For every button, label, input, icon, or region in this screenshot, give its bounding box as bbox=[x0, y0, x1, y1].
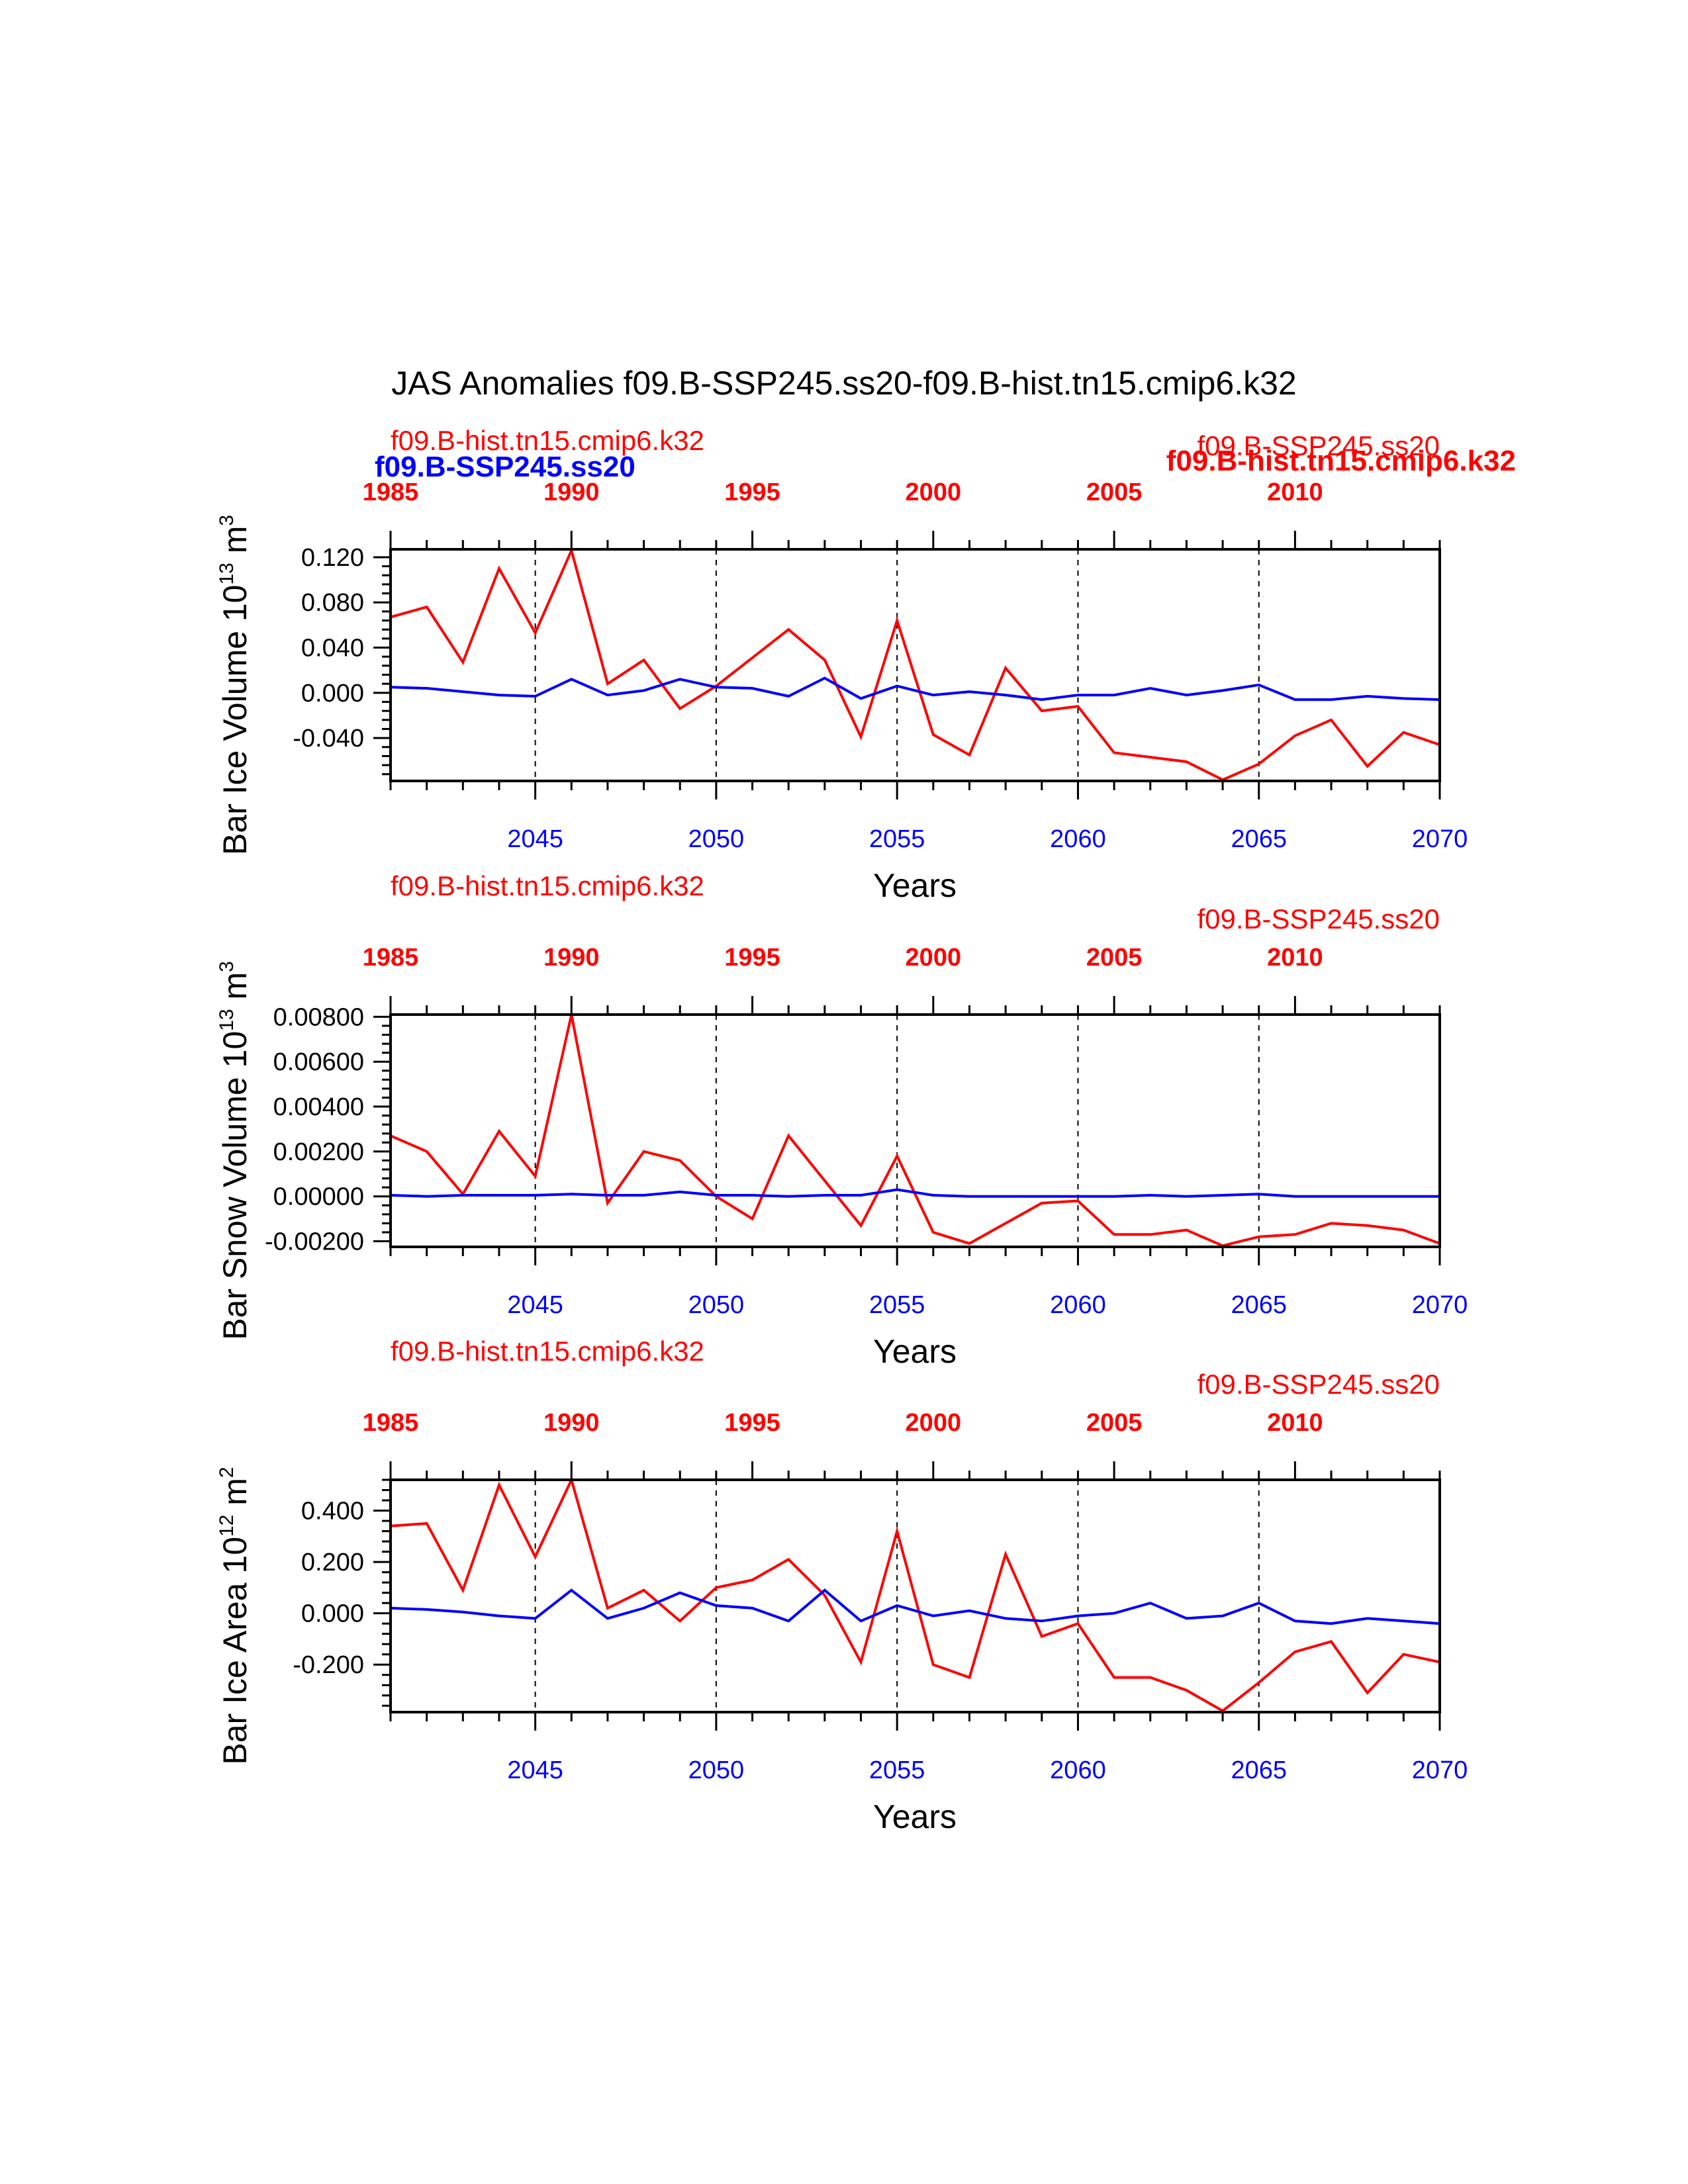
y-tick-label: 0.00000 bbox=[273, 1183, 364, 1211]
top-tick-label-2000: 2000 bbox=[906, 478, 962, 506]
y-tick-label: 0.120 bbox=[301, 544, 364, 572]
series-line-hist bbox=[390, 1476, 1440, 1713]
y-tick-label: -0.040 bbox=[293, 725, 364, 752]
chart-panel-3: f09.B-hist.tn15.cmip6.k32 f09.B-SSP245.ss… bbox=[216, 1336, 1468, 1835]
bottom-tick-label-2045: 2045 bbox=[507, 1756, 563, 1784]
series-label-hist: f09.B-hist.tn15.cmip6.k32 bbox=[391, 1336, 704, 1367]
plot-frame bbox=[389, 1013, 1441, 1248]
y-tick-label: 0.400 bbox=[301, 1498, 364, 1525]
top-tick-label-2005: 2005 bbox=[1086, 1409, 1143, 1437]
bottom-tick-label-2055: 2055 bbox=[869, 825, 925, 853]
y-tick-label: 0.000 bbox=[301, 680, 364, 707]
top-tick-label-2010: 2010 bbox=[1267, 478, 1323, 506]
bottom-tick-label-2060: 2060 bbox=[1050, 1291, 1106, 1319]
top-tick-label-2005: 2005 bbox=[1086, 944, 1143, 972]
chart-panel-2: f09.B-hist.tn15.cmip6.k32 f09.B-SSP245.ss… bbox=[216, 870, 1468, 1370]
top-tick-label-2000: 2000 bbox=[906, 944, 962, 972]
y-axis-title: Bar Ice Volume 1013 m3 bbox=[216, 515, 254, 855]
series-label-ssp: f09.B-SSP245.ss20 bbox=[1197, 1369, 1440, 1400]
bottom-tick-label-2070: 2070 bbox=[1412, 1291, 1468, 1319]
chart-panel-1: f09.B-hist.tn15.cmip6.k32 f09.B-SSP245.ss… bbox=[216, 425, 1468, 904]
chart-panels: f09.B-hist.tn15.cmip6.k32 f09.B-SSP245.ss… bbox=[216, 425, 1468, 1835]
top-tick-label-1995: 1995 bbox=[724, 1409, 780, 1437]
top-tick-label-2005: 2005 bbox=[1086, 478, 1143, 506]
y-axis-title: Bar Ice Area 1012 m2 bbox=[216, 1467, 254, 1764]
y-tick-label: -0.00200 bbox=[265, 1228, 364, 1256]
y-tick-label: 0.00400 bbox=[273, 1093, 364, 1121]
top-tick-label-1995: 1995 bbox=[724, 478, 780, 506]
overlay-label-hist: f09.B-hist.tn15.cmip6.k32 bbox=[1166, 445, 1516, 477]
series-label-ssp: f09.B-SSP245.ss20 bbox=[1197, 903, 1440, 934]
series-line-ssp bbox=[390, 1188, 1440, 1198]
bottom-tick-label-2045: 2045 bbox=[507, 825, 563, 853]
top-tick-label-1990: 1990 bbox=[543, 944, 600, 972]
top-tick-label-1995: 1995 bbox=[724, 944, 780, 972]
plot-frame bbox=[389, 1479, 1441, 1713]
y-axis-title: Bar Snow Volume 1013 m3 bbox=[216, 961, 254, 1340]
bottom-tick-label-2045: 2045 bbox=[507, 1291, 563, 1319]
bottom-tick-label-2065: 2065 bbox=[1231, 825, 1287, 853]
top-tick-label-2000: 2000 bbox=[906, 1409, 962, 1437]
series-line-hist bbox=[390, 1014, 1440, 1248]
top-tick-label-1990: 1990 bbox=[543, 1409, 600, 1437]
series-label-hist: f09.B-hist.tn15.cmip6.k32 bbox=[391, 870, 704, 901]
x-axis-title: Years bbox=[873, 1798, 957, 1835]
bottom-tick-label-2065: 2065 bbox=[1231, 1291, 1287, 1319]
top-tick-label-1985: 1985 bbox=[363, 478, 419, 506]
y-tick-label: 0.00600 bbox=[273, 1048, 364, 1076]
y-tick-label: 0.000 bbox=[301, 1600, 364, 1628]
bottom-tick-label-2060: 2060 bbox=[1050, 825, 1106, 853]
bottom-tick-label-2050: 2050 bbox=[688, 1756, 745, 1784]
y-tick-label: -0.200 bbox=[293, 1651, 364, 1679]
x-axis-title: Years bbox=[873, 867, 957, 904]
top-tick-label-2010: 2010 bbox=[1267, 944, 1323, 972]
bottom-tick-label-2060: 2060 bbox=[1050, 1756, 1106, 1784]
y-tick-label: 0.00800 bbox=[273, 1003, 364, 1031]
series-line-ssp bbox=[390, 1588, 1440, 1625]
bottom-tick-label-2070: 2070 bbox=[1412, 825, 1468, 853]
figure-title: JAS Anomalies f09.B-SSP245.ss20-f09.B-hi… bbox=[391, 365, 1296, 402]
top-tick-label-1990: 1990 bbox=[543, 478, 600, 506]
y-tick-label: 0.200 bbox=[301, 1549, 364, 1576]
bottom-tick-label-2055: 2055 bbox=[869, 1291, 925, 1319]
x-axis-title: Years bbox=[873, 1333, 957, 1370]
series-line-hist bbox=[390, 546, 1440, 782]
top-tick-label-1985: 1985 bbox=[363, 1409, 419, 1437]
y-tick-label: 0.080 bbox=[301, 589, 364, 617]
y-tick-label: 0.00200 bbox=[273, 1138, 364, 1166]
bottom-tick-label-2050: 2050 bbox=[688, 825, 745, 853]
series-label-hist: f09.B-hist.tn15.cmip6.k32 bbox=[391, 425, 704, 456]
bottom-tick-label-2055: 2055 bbox=[869, 1756, 925, 1784]
y-tick-label: 0.040 bbox=[301, 635, 364, 662]
bottom-tick-label-2070: 2070 bbox=[1412, 1756, 1468, 1784]
overlay-label-ssp: f09.B-SSP245.ss20 bbox=[375, 451, 635, 483]
top-tick-label-1985: 1985 bbox=[363, 944, 419, 972]
series-label-ssp: f09.B-SSP245.ss20 bbox=[1197, 430, 1440, 461]
series-line-ssp bbox=[390, 676, 1440, 702]
top-tick-label-2010: 2010 bbox=[1267, 1409, 1323, 1437]
bottom-tick-label-2065: 2065 bbox=[1231, 1756, 1287, 1784]
bottom-tick-label-2050: 2050 bbox=[688, 1291, 745, 1319]
